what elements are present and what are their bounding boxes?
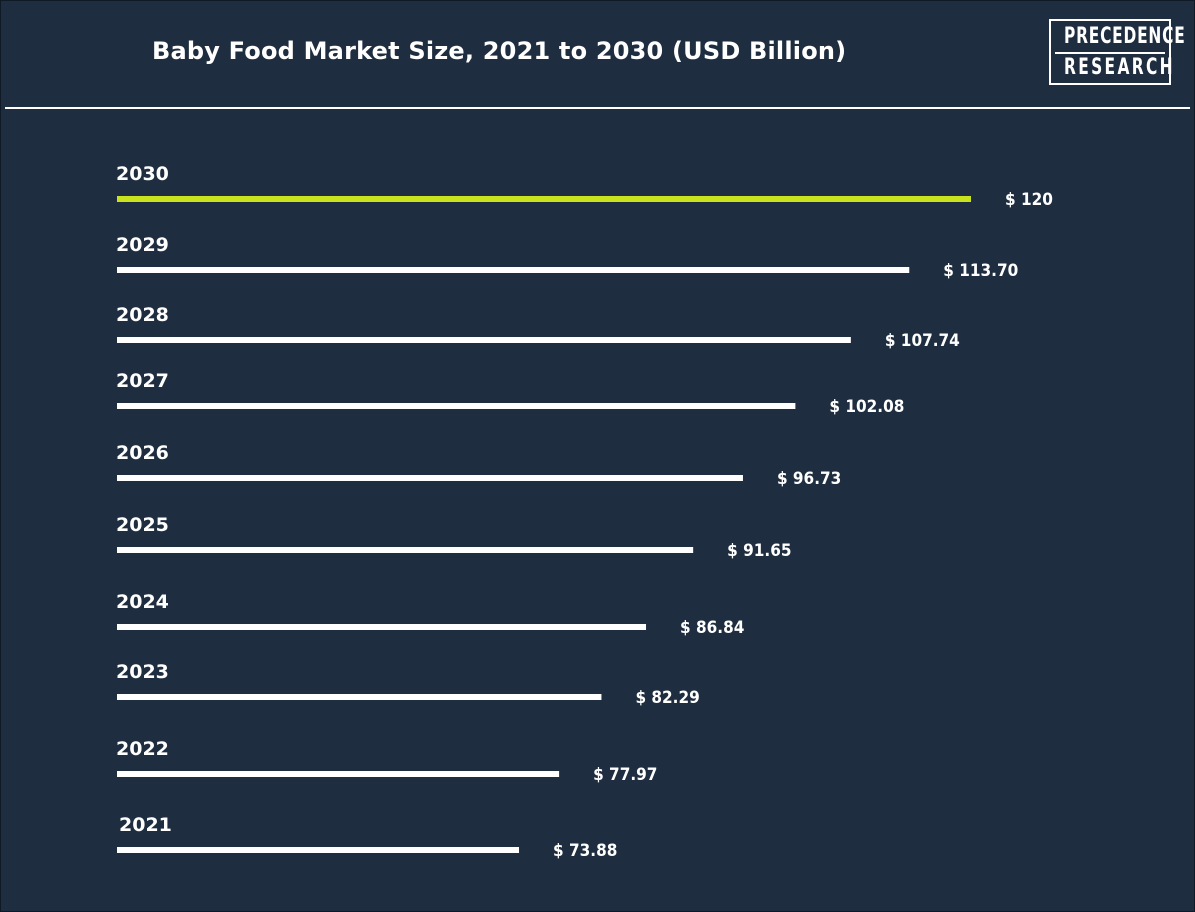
bar-2028	[117, 337, 851, 343]
value-label-2022: $ 77.97	[593, 765, 657, 785]
bar-2026	[117, 475, 743, 481]
header-divider	[5, 107, 1190, 109]
value-label-2028: $ 107.74	[885, 331, 960, 351]
bar-2025	[117, 547, 694, 553]
year-label-2026: 2026	[116, 442, 169, 464]
value-label-2026: $ 96.73	[777, 469, 841, 489]
year-label-2029: 2029	[116, 234, 169, 256]
year-label-2023: 2023	[116, 661, 169, 683]
bar-2023	[117, 694, 602, 700]
value-label-2027: $ 102.08	[829, 397, 904, 417]
year-label-2024: 2024	[116, 591, 169, 613]
bar-2030	[117, 196, 971, 202]
year-label-2030: 2030	[116, 163, 169, 185]
bar-2029	[117, 267, 910, 273]
precedence-research-logo: PRECEDENCE RESEARCH	[1049, 19, 1185, 85]
logo-separator	[1055, 52, 1165, 54]
chart-title: Baby Food Market Size, 2021 to 2030 (USD…	[152, 37, 847, 65]
bar-2022	[117, 771, 560, 777]
value-label-2023: $ 82.29	[635, 688, 699, 708]
year-label-2025: 2025	[116, 514, 169, 536]
bar-2024	[117, 624, 647, 630]
year-label-2021: 2021	[119, 814, 172, 836]
value-label-2030: $ 120	[1005, 190, 1053, 210]
year-label-2027: 2027	[116, 370, 169, 392]
value-label-2021: $ 73.88	[553, 841, 617, 861]
year-label-2022: 2022	[116, 738, 169, 760]
bar-2027	[117, 403, 796, 409]
logo-line-2: RESEARCH	[1063, 55, 1175, 80]
year-label-2028: 2028	[116, 304, 169, 326]
value-label-2024: $ 86.84	[680, 618, 744, 638]
value-label-2029: $ 113.70	[943, 261, 1018, 281]
value-label-2025: $ 91.65	[727, 541, 791, 561]
bar-2021	[117, 847, 520, 853]
